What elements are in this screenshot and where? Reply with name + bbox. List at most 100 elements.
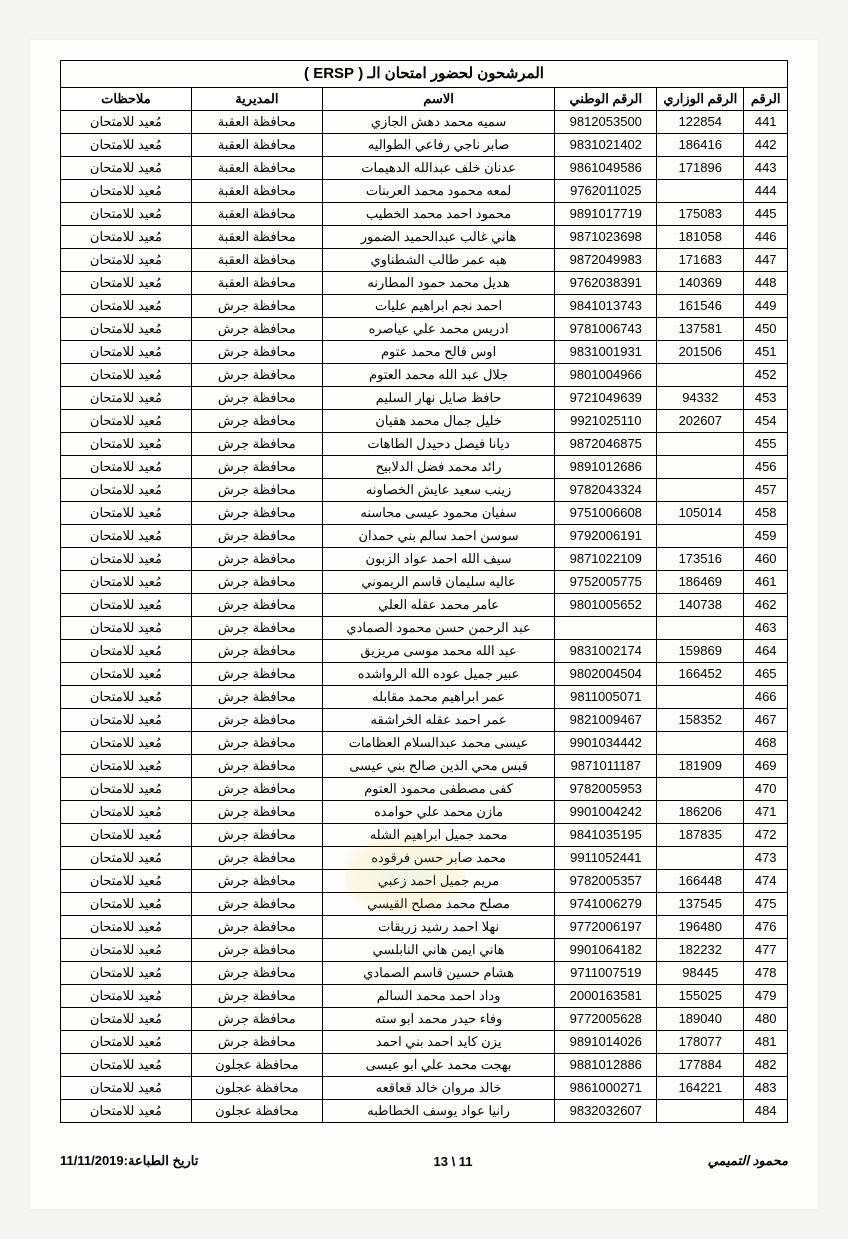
table-row: 4669811005071عمر ابراهيم محمد مقابلهمحاف… (61, 686, 788, 709)
table-cell: 189040 (657, 1008, 744, 1031)
table-cell: عامر محمد عقله العلي (322, 594, 555, 617)
table-cell: محافظة جرش (191, 663, 322, 686)
table-cell: مُعيد للامتحان (61, 318, 192, 341)
table-row: 4501375819781006743ادريس محمد علي عياصره… (61, 318, 788, 341)
table-cell: 166452 (657, 663, 744, 686)
table-cell (657, 778, 744, 801)
table-row: 453943329721049639حافظ صايل نهار السليمم… (61, 387, 788, 410)
table-cell: مُعيد للامتحان (61, 847, 192, 870)
table-cell: مُعيد للامتحان (61, 479, 192, 502)
table-cell: محافظة العقبة (191, 157, 322, 180)
table-cell: 475 (744, 893, 788, 916)
table-cell: 186206 (657, 801, 744, 824)
header-notes: ملاحظات (61, 88, 192, 111)
table-cell: وفاء حيدر محمد ابو سته (322, 1008, 555, 1031)
table-cell: 158352 (657, 709, 744, 732)
table-cell: 449 (744, 295, 788, 318)
table-row: 4449762011025لمعه محمود محمد العربناتمحا… (61, 180, 788, 203)
header-name: الاسم (322, 88, 555, 111)
table-row: 4491615469841013743احمد نجم ابراهيم عليا… (61, 295, 788, 318)
table-cell: 9901064182 (555, 939, 657, 962)
table-cell: 442 (744, 134, 788, 157)
table-row: 4599792006191سوسن احمد سالم بني حمدانمحا… (61, 525, 788, 548)
table-cell: مُعيد للامتحان (61, 203, 192, 226)
table-cell: 9711007519 (555, 962, 657, 985)
table-header-row: الرقم الرقم الوزاري الرقم الوطني الاسم ا… (61, 88, 788, 111)
table-cell: 186469 (657, 571, 744, 594)
table-row: 4601735169871022109سيف الله احمد عواد ال… (61, 548, 788, 571)
table-cell: سوسن احمد سالم بني حمدان (322, 525, 555, 548)
table-cell: ديانا فيصل دحيدل الطاهات (322, 433, 555, 456)
table-cell: ادريس محمد علي عياصره (322, 318, 555, 341)
table-cell: 9911052441 (555, 847, 657, 870)
table-cell: 155025 (657, 985, 744, 1008)
table-row: 4671583529821009467عمر احمد عقله الخراشق… (61, 709, 788, 732)
table-cell: محافظة عجلون (191, 1077, 322, 1100)
table-cell: 462 (744, 594, 788, 617)
table-title-row: المرشحون لحضور امتحان الـ ( ERSP ) (61, 61, 788, 88)
table-row: 4811780779891014026يزن كايد احمد بني احم… (61, 1031, 788, 1054)
candidates-table: المرشحون لحضور امتحان الـ ( ERSP ) الرقم… (60, 60, 788, 1123)
table-cell: 175083 (657, 203, 744, 226)
table-row: 4431718969861049586عدنان خلف عبدالله الد… (61, 157, 788, 180)
table-cell: 481 (744, 1031, 788, 1054)
table-cell: محافظة جرش (191, 1031, 322, 1054)
table-cell: 173516 (657, 548, 744, 571)
table-cell: رائد محمد فضل الدلابيح (322, 456, 555, 479)
table-cell: 9801004966 (555, 364, 657, 387)
table-cell: محافظة جرش (191, 755, 322, 778)
signature: محمود التميمي (708, 1153, 788, 1169)
table-cell: محافظة جرش (191, 571, 322, 594)
table-cell: عبد الله محمد موسى مريزيق (322, 640, 555, 663)
table-cell: 451 (744, 341, 788, 364)
table-cell: 472 (744, 824, 788, 847)
table-cell: 463 (744, 617, 788, 640)
table-cell: قبس محي الدين صالح بني عيسى (322, 755, 555, 778)
table-cell: 161546 (657, 295, 744, 318)
table-cell: 9872046875 (555, 433, 657, 456)
table-cell: محافظة العقبة (191, 180, 322, 203)
table-row: 4651664529802004504عبير جميل عوده الله ا… (61, 663, 788, 686)
table-cell: محافظة جرش (191, 502, 322, 525)
table-cell: 182232 (657, 939, 744, 962)
table-row: 4801890409772005628وفاء حيدر محمد ابو ست… (61, 1008, 788, 1031)
table-cell: 9811005071 (555, 686, 657, 709)
table-cell: 159869 (657, 640, 744, 663)
table-cell: محافظة جرش (191, 824, 322, 847)
table-cell: مُعيد للامتحان (61, 571, 192, 594)
table-row: 4569891012686رائد محمد فضل الدلابيحمحافظ… (61, 456, 788, 479)
header-number: الرقم (744, 88, 788, 111)
table-cell: 9901004242 (555, 801, 657, 824)
table-cell: مُعيد للامتحان (61, 249, 192, 272)
table-cell: محمد جميل ابراهيم الشله (322, 824, 555, 847)
table-cell: مُعيد للامتحان (61, 548, 192, 571)
table-cell: محافظة جرش (191, 732, 322, 755)
table-cell: محافظة العقبة (191, 272, 322, 295)
table-cell: 9871023698 (555, 226, 657, 249)
table-cell (657, 456, 744, 479)
table-cell: 479 (744, 985, 788, 1008)
table-cell: 471 (744, 801, 788, 824)
table-cell: 9841013743 (555, 295, 657, 318)
table-cell: محافظة جرش (191, 525, 322, 548)
table-cell: 460 (744, 548, 788, 571)
table-cell: مُعيد للامتحان (61, 640, 192, 663)
table-cell: عاليه سليمان قاسم الريموني (322, 571, 555, 594)
table-cell: محافظة جرش (191, 318, 322, 341)
table-cell: مُعيد للامتحان (61, 962, 192, 985)
table-row: 4542026079921025110خليل جمال محمد هقيانم… (61, 410, 788, 433)
table-cell: محافظة جرش (191, 433, 322, 456)
table-cell: مُعيد للامتحان (61, 1054, 192, 1077)
table-cell: مُعيد للامتحان (61, 295, 192, 318)
table-cell: 446 (744, 226, 788, 249)
table-cell: محافظة عجلون (191, 1054, 322, 1077)
table-cell: 9752005775 (555, 571, 657, 594)
table-cell: 9891014026 (555, 1031, 657, 1054)
table-cell (657, 732, 744, 755)
table-cell: 470 (744, 778, 788, 801)
table-cell: 9861049586 (555, 157, 657, 180)
table-row: 4471716839872049983هبه عمر طالب الشطناوي… (61, 249, 788, 272)
table-cell: 467 (744, 709, 788, 732)
table-cell: 9772006197 (555, 916, 657, 939)
table-cell: 9832032607 (555, 1100, 657, 1123)
